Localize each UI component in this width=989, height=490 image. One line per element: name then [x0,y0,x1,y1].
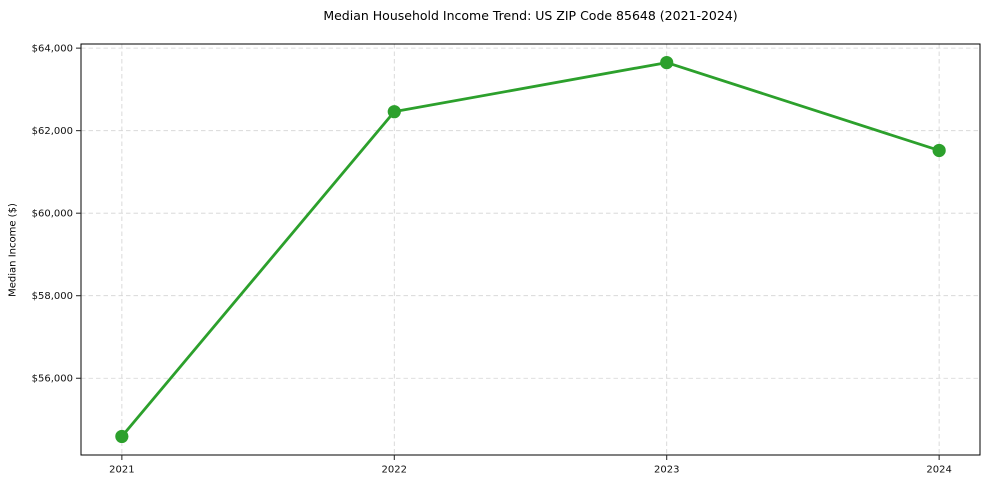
data-point [115,429,129,444]
y-tick-label: $56,000 [32,374,73,385]
x-tick-label: 2024 [926,465,951,476]
y-tick-label: $58,000 [32,291,73,302]
data-line [120,61,941,438]
y-tick-label: $60,000 [32,209,73,220]
x-tick-label: 2021 [109,465,134,476]
data-point [660,55,674,70]
chart-title: Median Household Income Trend: US ZIP Co… [323,8,738,23]
x-tick-label: 2023 [654,465,679,476]
plot-frame [80,43,981,456]
x-tick-label: 2022 [382,465,407,476]
data-point [932,143,946,158]
y-tick-label: $62,000 [32,126,73,137]
y-tick-label: $64,000 [32,44,73,55]
data-point [387,105,401,119]
